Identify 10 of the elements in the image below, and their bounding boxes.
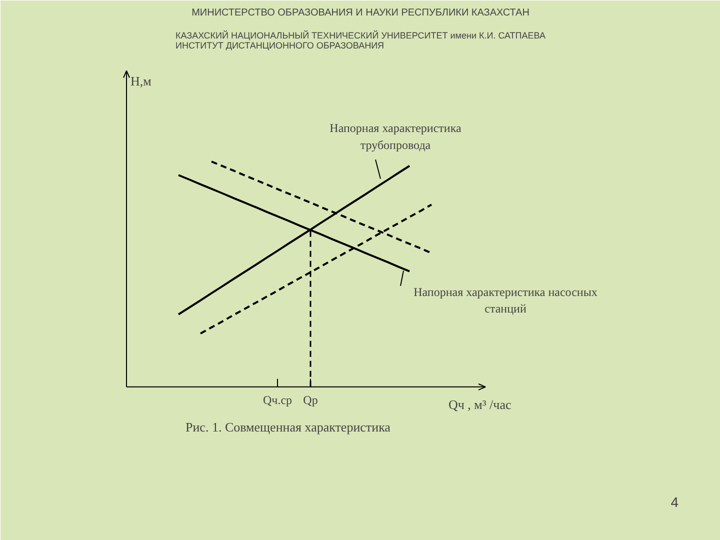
x-axis-title: Qч , м³ /час (448, 396, 512, 412)
text: H,м (130, 74, 152, 89)
chart-title: МИНИСТЕРСТВО ОБРАЗОВАНИЯ И НАУКИ РЕСПУБЛИКИ КАЗАХСТАН (192, 8, 530, 18)
x-tick-label: Qч.ср (262, 392, 292, 407)
annotation: Напорная характеристика насосных станций (414, 284, 598, 316)
text: 4 (670, 494, 679, 510)
text: Напорная характеристика трубопровода (330, 121, 462, 152)
x-tick-label: Qр (303, 392, 318, 407)
text: Рис. 1. Совмещенная характеристика (186, 419, 391, 434)
chart-subtitle: КАЗАХСКИЙ НАЦИОНАЛЬНЫЙ ТЕХНИЧЕСКИЙ УНИВЕРСИТЕТ имени К.И. САТПАЕВА ИНСТИТУТ ДИСТАНЦИОННОГО ОБРАЗОВАНИЯ (176, 30, 546, 50)
